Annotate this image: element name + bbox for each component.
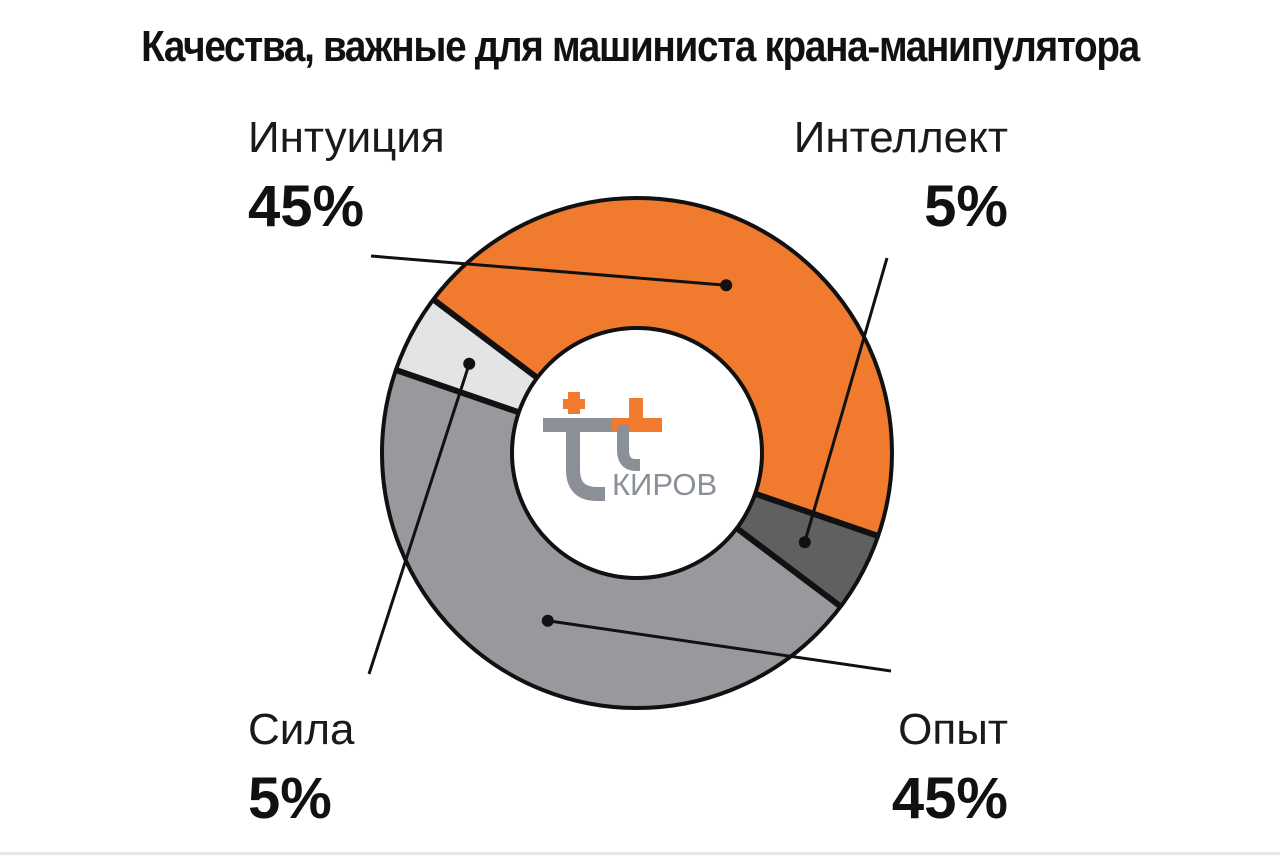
slice-strength (395, 299, 538, 413)
chart-title: Качества, важные для машиниста крана-ман… (141, 22, 1140, 71)
slice-experience (382, 369, 841, 709)
leader-line (547, 619, 892, 673)
t-mark-icon (543, 392, 662, 501)
slice-separator (394, 367, 520, 416)
slices-layer (380, 196, 894, 710)
slice-value: 5% (248, 766, 332, 831)
slice-intellect (736, 493, 879, 607)
donut-outer-border (380, 196, 894, 710)
leader-line (367, 363, 471, 675)
slice-intuition (433, 197, 892, 537)
slice-name: Опыт (898, 705, 1008, 754)
slice-value: 5% (924, 174, 1008, 239)
leader-dot (541, 614, 554, 627)
slice-label-intuition: Интуиция 45% (248, 116, 445, 236)
slice-name: Сила (248, 705, 355, 754)
leader-lines-layer (367, 254, 892, 675)
slice-label-strength: Сила 5% (248, 708, 355, 828)
donut-hole (510, 326, 764, 580)
tplus-logo: КИРОВ (543, 392, 717, 502)
leader-line (803, 257, 889, 543)
slice-separator (735, 525, 843, 609)
slice-separator (431, 297, 539, 381)
leader-dot (463, 357, 476, 370)
leader-dot (720, 279, 733, 292)
bottom-rule (0, 852, 1280, 855)
slice-value: 45% (248, 174, 365, 239)
logo-text: КИРОВ (612, 467, 717, 502)
slice-value: 45% (891, 766, 1008, 831)
slice-label-intellect: Интеллект 5% (794, 116, 1008, 236)
slice-label-experience: Опыт 45% (892, 708, 1008, 828)
leader-dot (798, 536, 811, 549)
slice-name: Интуиция (248, 113, 445, 162)
slice-separator (754, 490, 880, 539)
leader-line (370, 254, 727, 287)
slice-name: Интеллект (793, 113, 1008, 162)
